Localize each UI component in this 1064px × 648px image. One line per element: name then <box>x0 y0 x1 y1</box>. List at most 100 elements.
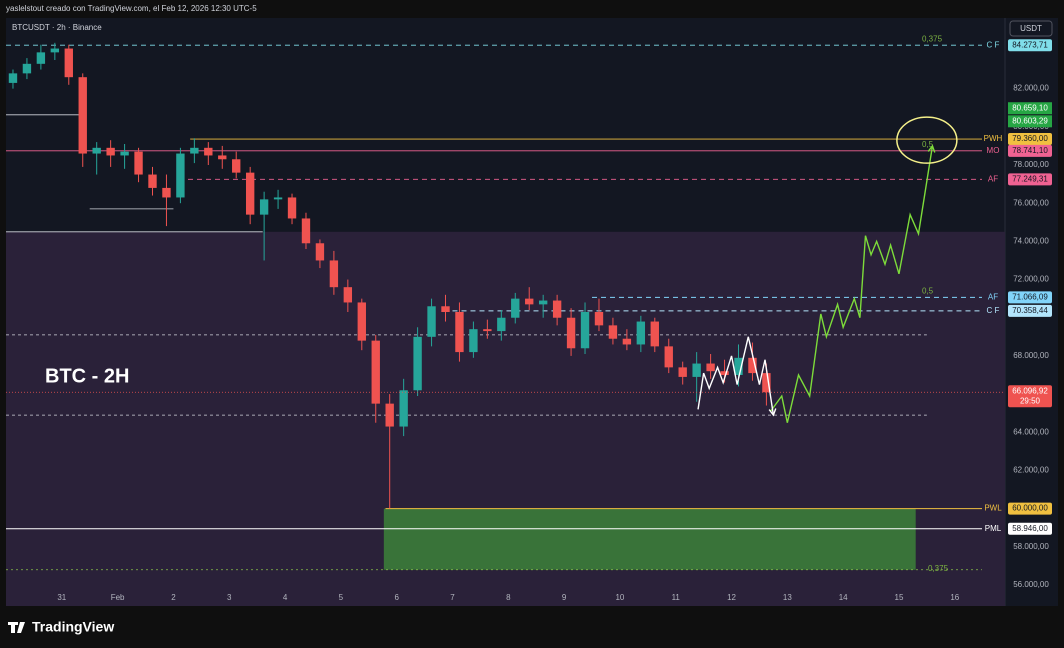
currency: USDT <box>1020 24 1042 33</box>
price-badge-label: 77.249,31 <box>1012 174 1048 183</box>
candle-body <box>176 153 185 198</box>
candle-body <box>706 363 715 372</box>
candle-body <box>22 63 32 74</box>
candle-body <box>678 367 687 377</box>
demand-zone <box>383 508 916 570</box>
candle-body <box>190 147 199 154</box>
x-tick-label: 13 <box>783 593 792 602</box>
x-tick-label: 16 <box>950 593 959 602</box>
candle-body <box>636 321 646 345</box>
x-tick-label: 8 <box>506 593 511 602</box>
arrow-head <box>927 144 936 153</box>
candle-body <box>455 312 464 353</box>
brand: TradingView <box>32 619 114 635</box>
x-tick-label: 3 <box>227 593 232 602</box>
candle-body <box>162 187 171 198</box>
fib-label: 0,5 <box>922 140 934 149</box>
candle-body <box>594 312 604 326</box>
candle-body <box>483 329 492 332</box>
price-badge <box>1008 115 1052 128</box>
candle-body <box>343 287 353 303</box>
candle-body <box>734 357 743 375</box>
candle-body <box>106 147 115 156</box>
price-badge-label: 70.358,44 <box>1012 306 1048 315</box>
candle-body <box>148 174 157 188</box>
candle-body <box>622 338 632 345</box>
candle-body <box>78 77 87 154</box>
x-tick-label: Feb <box>111 593 125 602</box>
plot: 0,375 56.000,00 58.000,00 62.000,00 64.000,0… <box>6 34 1052 606</box>
price-badge-label: 84.273,71 <box>1012 40 1048 49</box>
y-tick-label: 64.000,00 <box>1013 427 1049 436</box>
price-badge-label: 80.659,10 <box>1012 103 1048 112</box>
candle-body <box>538 300 548 305</box>
candle-body <box>469 329 478 353</box>
currency-box <box>1009 20 1053 37</box>
x-tick-label: 7 <box>450 593 455 602</box>
candle-body <box>762 373 771 393</box>
price-badge-label: 60.000,00 <box>1012 504 1048 513</box>
price-badge-label: 58.946,00 <box>1012 524 1048 533</box>
x-tick-label: 12 <box>727 593 736 602</box>
last-price-badge <box>1008 385 1052 408</box>
last-price-label: 66.096,92 <box>1012 386 1048 395</box>
attribution: yaslelstout creado con TradingView.com, … <box>6 4 257 13</box>
candle-body <box>371 340 380 404</box>
candle-body <box>664 346 673 368</box>
candle-body <box>650 321 659 347</box>
candle-body <box>218 155 227 160</box>
candle-body <box>315 243 325 261</box>
candle-body <box>8 73 18 83</box>
candle-body <box>427 306 436 337</box>
candle-body <box>511 298 520 318</box>
candle-body <box>552 300 562 318</box>
candle-body <box>245 172 255 215</box>
x-tick-label: 15 <box>895 593 904 602</box>
candle-body <box>399 390 408 427</box>
price-badge <box>1008 502 1052 515</box>
x-tick-label: 10 <box>615 593 624 602</box>
price-badge <box>1008 102 1052 115</box>
candle-body <box>287 197 297 219</box>
candle-body <box>50 48 60 53</box>
candle-body <box>580 312 590 349</box>
y-tick-label: 72.000,00 <box>1013 275 1049 284</box>
candle-body <box>329 260 339 288</box>
level-name: PWH <box>984 134 1003 143</box>
arrow-head <box>768 408 777 417</box>
x-tick-label: 5 <box>339 593 344 602</box>
level-name: AF <box>988 174 998 183</box>
level-name: C F <box>987 306 1000 315</box>
x-tick-label: 9 <box>562 593 567 602</box>
x-tick-label: 6 <box>394 593 399 602</box>
annotation: BTC - 2H <box>45 365 129 387</box>
candle-body <box>441 306 450 312</box>
y-tick-label: 78.000,00 <box>1013 160 1049 169</box>
price-badge <box>1008 173 1052 186</box>
projection-path <box>697 336 775 416</box>
candle-body <box>204 147 213 156</box>
candle-body <box>413 336 422 391</box>
y-tick-label: 68.000,00 <box>1013 351 1049 360</box>
level-name: AF <box>988 292 998 301</box>
candle-body <box>273 197 283 200</box>
candle-body <box>259 199 269 215</box>
x-tick-label: 14 <box>839 593 848 602</box>
candle-body <box>525 298 534 305</box>
price-badge <box>1008 133 1052 146</box>
level-name: PWL <box>984 504 1002 513</box>
x-tick-label: 2 <box>171 593 176 602</box>
candle-body <box>232 159 241 173</box>
candle-body <box>720 371 729 375</box>
y-tick-label: 58.000,00 <box>1013 542 1049 551</box>
x-tick-label: 4 <box>283 593 288 602</box>
fib-label: 0,375 <box>928 564 949 573</box>
candle-body <box>566 317 576 349</box>
price-badge-label: 79.360,00 <box>1012 134 1048 143</box>
candle-body <box>357 302 366 341</box>
fib-label: 0,5 <box>922 286 934 295</box>
candle-body <box>692 363 701 377</box>
price-badge <box>1008 522 1052 535</box>
price-badge-label: 78.741,10 <box>1012 146 1048 155</box>
